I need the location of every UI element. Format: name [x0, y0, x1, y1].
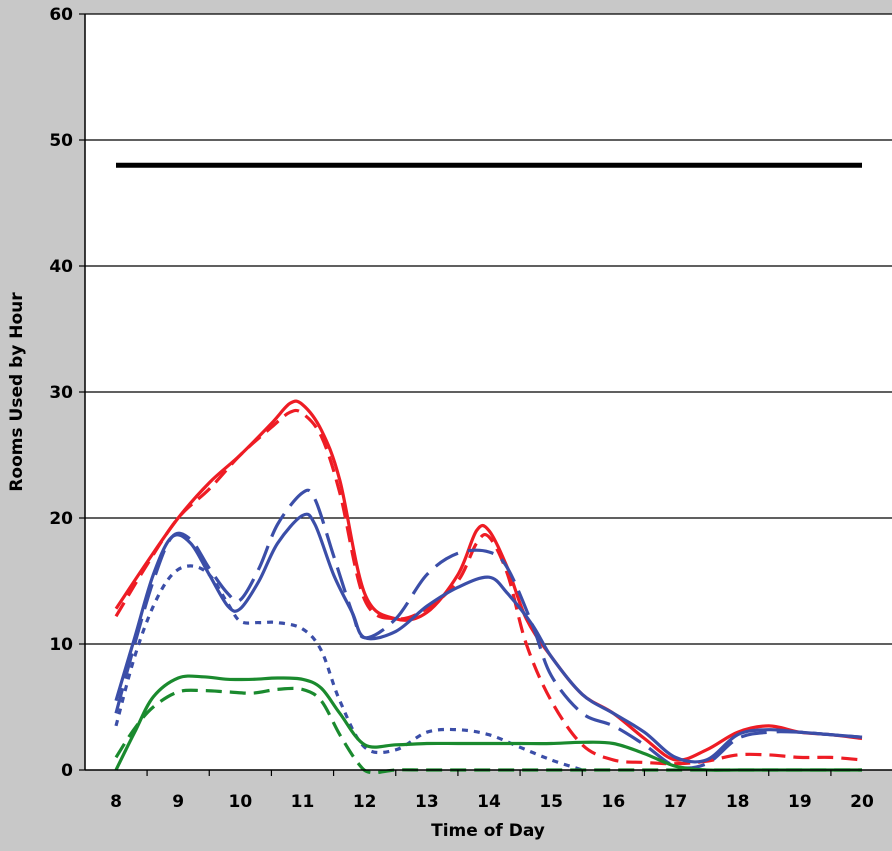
x-tick-label: 17 — [664, 792, 688, 812]
tick-labels: 0 10 20 30 40 50 60 8 9 10 11 12 13 14 15 16 17 18 19 20 — [49, 5, 874, 812]
gridlines — [85, 13, 892, 645]
y-tick-label: 20 — [49, 509, 73, 529]
y-axis-title: Rooms Used by Hour — [7, 292, 27, 492]
x-tick-label: 10 — [228, 792, 252, 812]
series-line-7 — [114, 674, 862, 772]
y-tick-label: 60 — [49, 5, 73, 25]
series-line-3 — [114, 408, 863, 766]
y-tick-label: 10 — [49, 635, 73, 655]
x-tick-label: 14 — [477, 792, 501, 812]
x-tick-label: 8 — [110, 792, 122, 812]
x-tick-label: 18 — [726, 792, 750, 812]
y-tick-label: 40 — [49, 257, 73, 277]
y-tick-label: 30 — [49, 383, 73, 403]
series-line-6 — [114, 564, 583, 772]
x-tick-label: 9 — [172, 792, 184, 812]
series-group — [114, 162, 863, 775]
y-tick-label: 50 — [49, 131, 73, 151]
x-tick-label: 19 — [788, 792, 812, 812]
series-line-5 — [114, 488, 863, 770]
x-tick-label: 11 — [291, 792, 315, 812]
y-tick-label: 0 — [61, 761, 73, 781]
series-line-2 — [114, 399, 863, 762]
x-tick-label: 13 — [415, 792, 439, 812]
x-tick-label: 15 — [539, 792, 563, 812]
x-tick-label: 12 — [353, 792, 377, 812]
axes — [79, 13, 892, 776]
x-tick-label: 16 — [601, 792, 625, 812]
x-axis-title: Time of Day — [431, 821, 545, 841]
x-tick-label: 20 — [850, 792, 874, 812]
